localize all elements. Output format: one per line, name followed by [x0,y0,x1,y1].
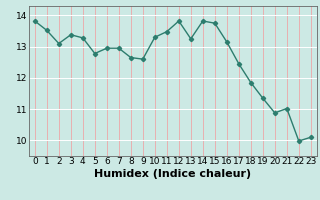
X-axis label: Humidex (Indice chaleur): Humidex (Indice chaleur) [94,169,252,179]
